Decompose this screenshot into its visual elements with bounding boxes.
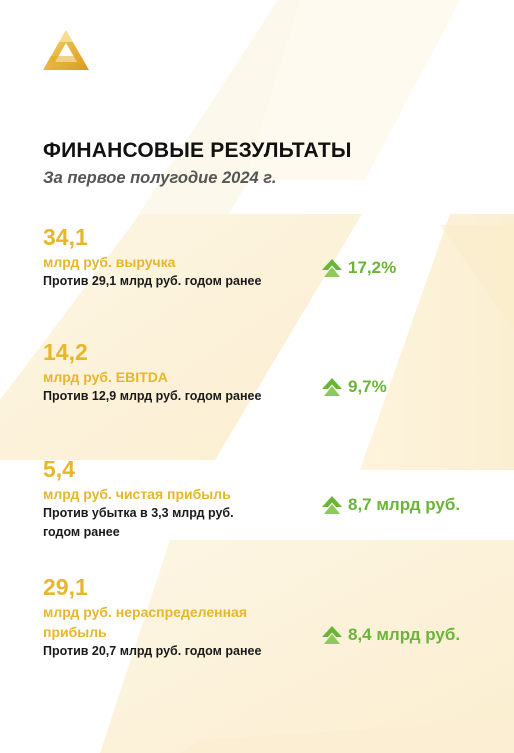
- metric-change-retained-earnings: 8,4 млрд руб.: [321, 625, 460, 645]
- metric-change-revenue: 17,2%: [321, 258, 396, 278]
- metric-value: 34,1: [43, 224, 88, 250]
- metric-note: Против 29,1 млрд руб. годом ранее: [43, 274, 262, 288]
- metric-value: 5,4: [43, 456, 75, 482]
- arrow-up-icon: [322, 259, 342, 277]
- arrow-up-icon: [322, 496, 342, 514]
- page-title: ФИНАНСОВЫЕ РЕЗУЛЬТАТЫ: [43, 139, 352, 162]
- metric-label: млрд руб. EBITDA: [43, 369, 168, 385]
- metric-label: млрд руб. выручка: [43, 254, 176, 270]
- page-subtitle: За первое полугодие 2024 г.: [43, 169, 277, 187]
- metric-note: Против убытка в 3,3 млрд руб. годом ране…: [43, 506, 234, 539]
- change-value: 8,7 млрд руб.: [348, 495, 461, 514]
- metric-retained-earnings: 29,1 млрд руб. нераспределенная прибыль …: [43, 574, 273, 661]
- metric-label: млрд руб. чистая прибыль: [43, 486, 231, 502]
- metric-revenue: 34,1 млрд руб. выручка Против 29,1 млрд …: [43, 224, 283, 291]
- arrow-up-icon: [322, 626, 342, 644]
- metric-value: 14,2: [43, 339, 88, 365]
- metric-net-profit: 5,4 млрд руб. чистая прибыль Против убыт…: [43, 456, 283, 542]
- metric-change-net-profit: 8,7 млрд руб.: [321, 495, 460, 515]
- metric-ebitda: 14,2 млрд руб. EBITDA Против 12,9 млрд р…: [43, 339, 283, 406]
- change-value: 17,2%: [348, 258, 397, 277]
- metric-note: Против 12,9 млрд руб. годом ранее: [43, 389, 262, 403]
- change-value: 9,7%: [348, 377, 387, 396]
- arrow-up-icon: [322, 378, 342, 396]
- metric-label: млрд руб. нераспределенная прибыль: [43, 604, 248, 640]
- metric-note: Против 20,7 млрд руб. годом ранее: [43, 644, 262, 658]
- metric-change-ebitda: 9,7%: [321, 377, 387, 397]
- metric-value: 29,1: [43, 574, 88, 600]
- company-logo: [43, 30, 89, 70]
- change-value: 8,4 млрд руб.: [348, 625, 461, 644]
